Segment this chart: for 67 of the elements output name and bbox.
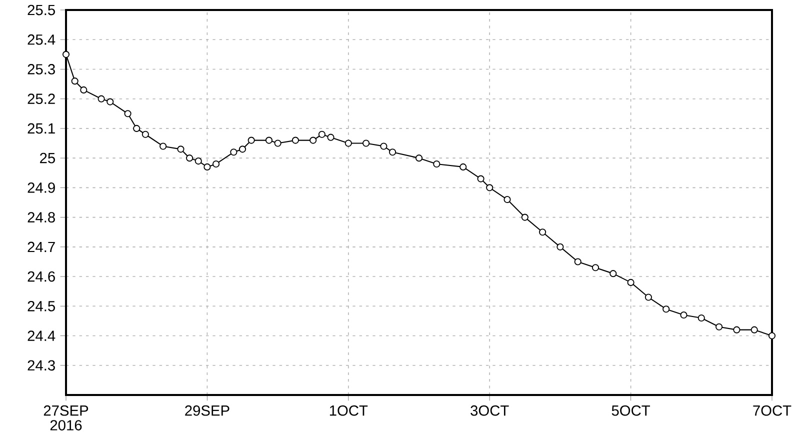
point (327, 134, 334, 141)
point (310, 136, 317, 144)
point (230, 148, 238, 156)
point (539, 228, 546, 236)
point (627, 278, 634, 286)
point (504, 196, 511, 204)
point (644, 294, 652, 301)
point (388, 148, 396, 156)
x-tick-label: 1OCT (330, 405, 368, 416)
point (477, 175, 484, 182)
point (680, 311, 688, 319)
x-tick-label: 5OCT (612, 405, 650, 416)
point (177, 146, 184, 153)
y-tick-label: 24.5 (28, 300, 55, 312)
point (186, 154, 194, 162)
point (698, 314, 705, 322)
point (292, 136, 299, 144)
y-tick-label: 24.6 (28, 271, 55, 282)
point (362, 140, 370, 147)
point (662, 306, 670, 313)
point (768, 332, 776, 340)
y-tick-label: 24.8 (28, 212, 55, 222)
y-tick-label: 24.3 (28, 360, 55, 371)
x-tick-label: 29SEP (185, 405, 230, 416)
x-tick-label: 7OCT (753, 405, 792, 416)
point (71, 78, 78, 85)
point (124, 110, 132, 118)
point (265, 136, 273, 144)
point (486, 184, 494, 192)
y-tick-label: 24.9 (28, 182, 55, 193)
point (750, 326, 758, 334)
point (62, 50, 70, 58)
point (733, 326, 740, 334)
point (160, 142, 167, 150)
point (80, 86, 88, 94)
point (460, 163, 467, 170)
point (521, 214, 528, 221)
point (415, 154, 423, 162)
point (106, 98, 114, 106)
y-tick-label: 25.1 (28, 123, 55, 134)
point (133, 124, 140, 132)
x-tick-label: 27SEP 2016 (44, 405, 88, 430)
x-tick-label: 3OCT (470, 405, 509, 416)
point (318, 130, 326, 138)
point (574, 258, 582, 266)
y-tick-label: 25.2 (28, 94, 55, 104)
point (433, 160, 440, 168)
y-tick-label: 24.4 (28, 330, 56, 341)
point (142, 130, 149, 138)
point (610, 270, 617, 278)
point (380, 142, 388, 150)
y-tick-label: 25.5 (28, 4, 55, 16)
point (344, 140, 352, 147)
point (556, 243, 564, 250)
point (248, 136, 255, 144)
y-tick-label: 25 (40, 152, 55, 164)
y-tick-label: 25.4 (28, 34, 56, 45)
point (592, 264, 600, 272)
y-tick-label: 25.3 (28, 64, 55, 74)
point (204, 163, 211, 170)
point (194, 157, 202, 165)
y-tick-label: 24.7 (28, 242, 55, 252)
point (212, 160, 220, 168)
point (98, 95, 105, 102)
point (274, 140, 282, 147)
point (238, 146, 246, 153)
point (716, 323, 723, 330)
